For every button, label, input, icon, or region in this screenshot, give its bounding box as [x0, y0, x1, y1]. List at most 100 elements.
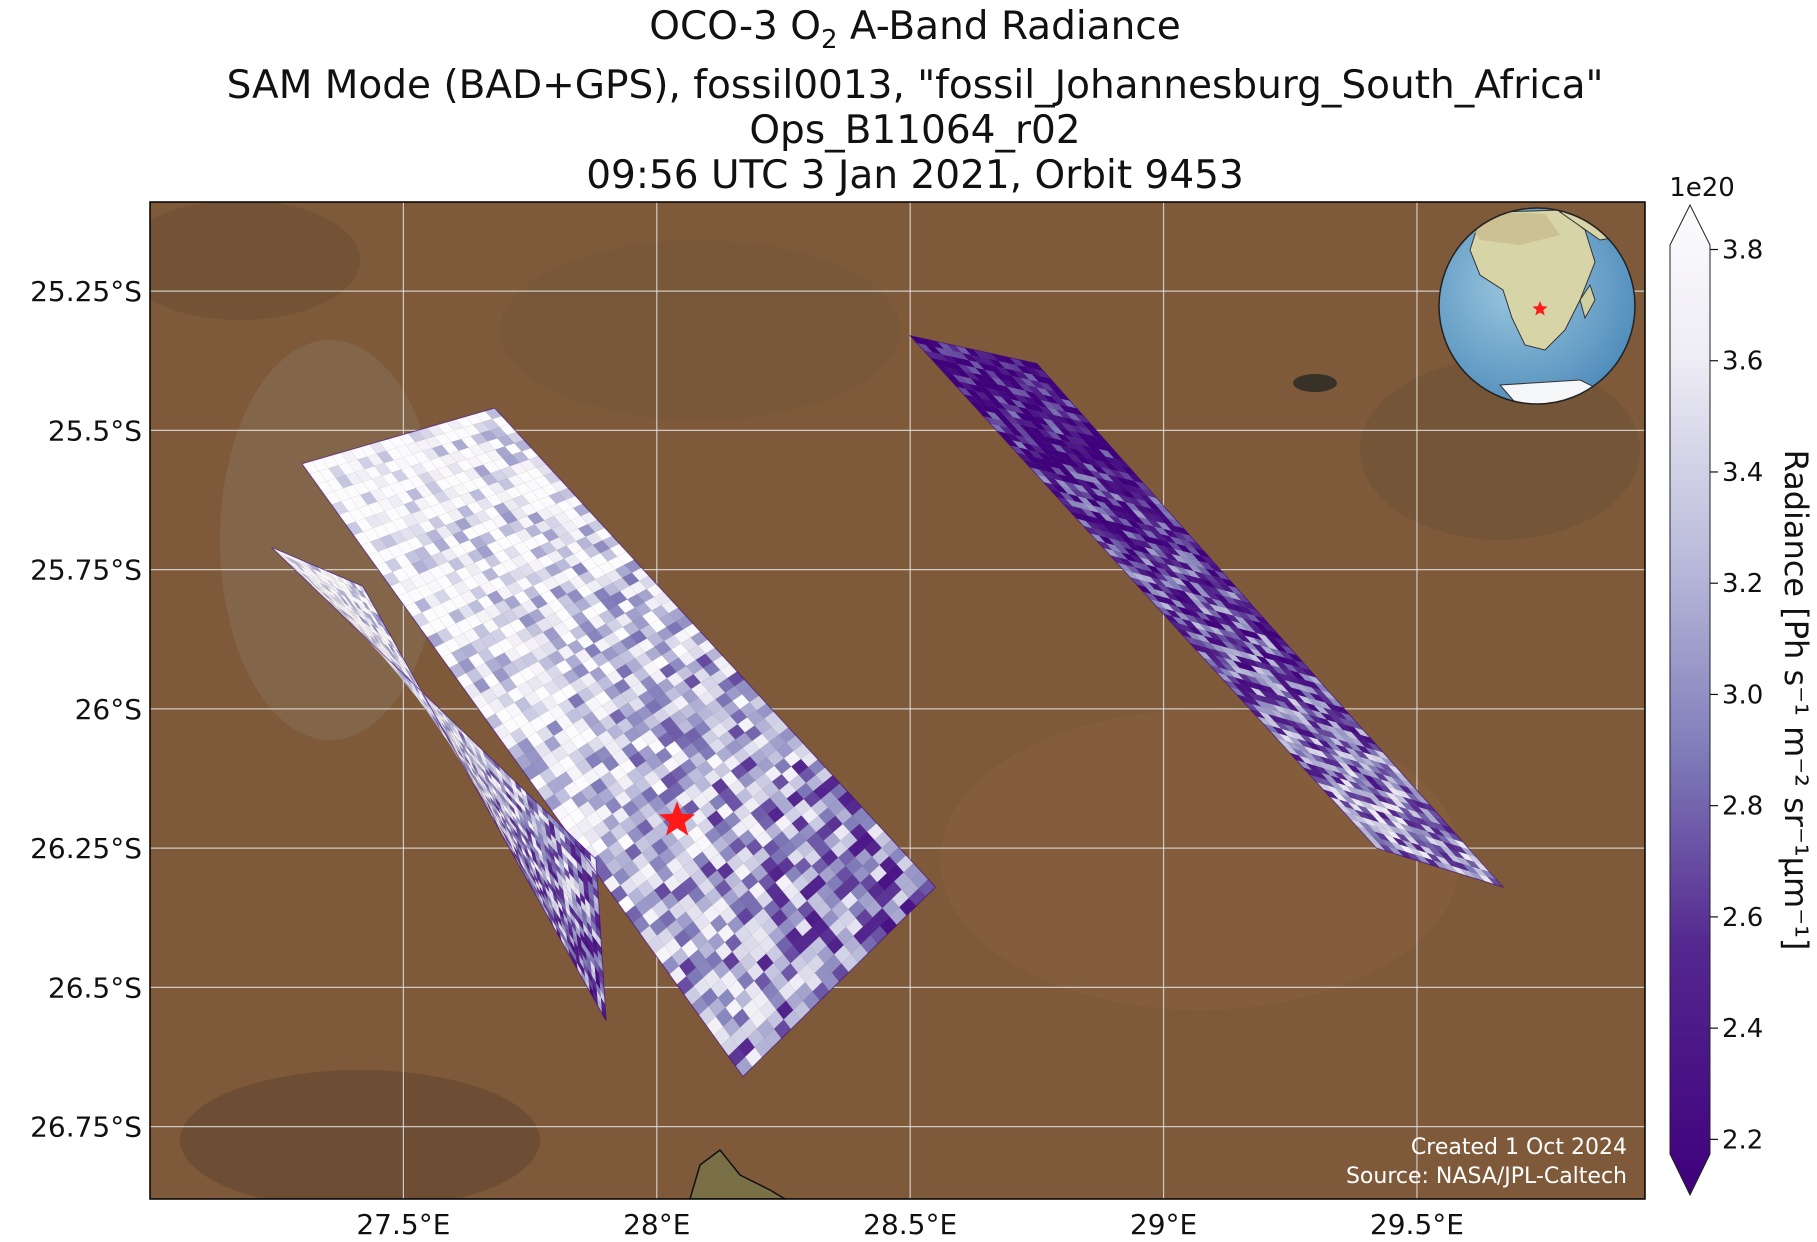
- radiance-cell: [760, 797, 778, 815]
- radiance-cell: [512, 815, 519, 828]
- radiance-cell: [1215, 633, 1231, 644]
- radiance-cell: [319, 468, 336, 482]
- radiance-cell: [727, 724, 745, 740]
- radiance-cell: [1227, 670, 1244, 680]
- radiance-cell: [1370, 819, 1386, 830]
- radiance-cell: [555, 659, 573, 675]
- radiance-cell: [1328, 758, 1345, 769]
- radiance-cell: [1381, 838, 1397, 850]
- radiance-cell: [1137, 539, 1154, 550]
- radiance-cell: [475, 781, 483, 794]
- radiance-cell: [1440, 824, 1457, 835]
- radiance-cell: [1414, 794, 1430, 805]
- radiance-cell: [757, 1019, 775, 1039]
- radiance-cell: [396, 491, 414, 505]
- radiance-cell: [1056, 409, 1073, 420]
- radiance-cell: [430, 712, 438, 724]
- radiance-cell: [432, 490, 450, 504]
- radiance-cell: [425, 697, 434, 708]
- radiance-cell: [577, 742, 595, 759]
- radiance-cell: [735, 989, 753, 1009]
- radiance-cell: [440, 548, 458, 562]
- radiance-cell: [804, 909, 822, 928]
- radiance-cell: [440, 499, 458, 513]
- radiance-cell: [403, 666, 412, 678]
- radiance-cell: [669, 657, 687, 673]
- radiance-cell: [464, 763, 472, 775]
- radiance-cell: [454, 734, 462, 746]
- radiance-cell: [1134, 567, 1151, 577]
- radiance-cell: [541, 807, 549, 820]
- radiance-cell: [950, 356, 967, 366]
- radiance-cell: [340, 589, 350, 599]
- radiance-cell: [795, 918, 813, 937]
- radiance-cell: [507, 783, 515, 796]
- radiance-cell: [488, 697, 505, 714]
- radiance-cell: [1155, 566, 1171, 577]
- radiance-cell: [436, 575, 454, 590]
- radiance-cell: [592, 983, 598, 999]
- radiance-cell: [1218, 667, 1235, 678]
- radiance-cell: [514, 696, 532, 713]
- radiance-cell: [795, 982, 813, 1001]
- radiance-cell: [1304, 702, 1321, 713]
- radiance-cell: [1091, 464, 1108, 475]
- radiance-cell: [702, 905, 720, 923]
- radiance-cell: [1209, 580, 1226, 591]
- radiance-cell: [857, 831, 875, 849]
- radiance-cell: [471, 739, 480, 751]
- radiance-cell: [782, 823, 800, 841]
- radiance-cell: [1343, 811, 1359, 822]
- radiance-cell: [1098, 472, 1114, 482]
- radiance-cell: [955, 345, 972, 355]
- radiance-cell: [483, 779, 491, 792]
- radiance-cell: [563, 781, 581, 798]
- radiance-cell: [1004, 391, 1021, 402]
- radiance-cell: [651, 899, 669, 918]
- radiance-cell: [1170, 599, 1187, 609]
- radiance-cell: [972, 396, 989, 406]
- radiance-cell: [389, 657, 398, 668]
- radiance-cell: [413, 497, 431, 511]
- radiance-cell: [1287, 652, 1304, 663]
- radiance-cell: [537, 831, 545, 844]
- radiance-cell: [623, 672, 641, 688]
- radiance-cell: [488, 785, 495, 798]
- radiance-cell: [556, 846, 564, 860]
- radiance-cell: [842, 815, 860, 833]
- radiance-cell: [523, 864, 530, 878]
- radiance-cell: [368, 551, 386, 566]
- radiance-cell: [333, 605, 343, 614]
- radiance-cell: [330, 599, 341, 609]
- radiance-cell: [363, 625, 373, 635]
- radiance-cell: [728, 837, 746, 855]
- radiance-cell: [1319, 734, 1336, 745]
- radiance-cell: [1239, 645, 1256, 656]
- radiance-cell: [1245, 696, 1262, 707]
- radiance-cell: [706, 753, 724, 770]
- radiance-cell: [592, 885, 599, 900]
- radiance-cell: [1277, 716, 1293, 727]
- radiance-cell: [843, 935, 861, 954]
- radiance-cell: [1399, 844, 1415, 855]
- radiance-cell: [1209, 603, 1225, 614]
- radiance-cell: [1158, 601, 1175, 612]
- radiance-cell: [571, 562, 589, 576]
- radiance-cell: [851, 944, 869, 963]
- radiance-cell: [534, 866, 541, 880]
- radiance-cell: [466, 501, 484, 515]
- radiance-cell: [1147, 495, 1164, 506]
- radiance-cell: [1327, 719, 1343, 730]
- radiance-cell: [576, 932, 582, 947]
- radiance-cell: [673, 866, 691, 885]
- radiance-cell: [623, 727, 641, 743]
- radiance-cell: [1258, 711, 1275, 722]
- radiance-cell: [569, 872, 575, 887]
- radiance-cell: [430, 707, 439, 718]
- radiance-cell: [1272, 726, 1288, 737]
- radiance-cell: [1344, 746, 1361, 758]
- radiance-cell: [838, 909, 856, 928]
- radiance-cell: [980, 357, 996, 367]
- radiance-cell: [344, 587, 354, 597]
- radiance-cell: [660, 716, 678, 733]
